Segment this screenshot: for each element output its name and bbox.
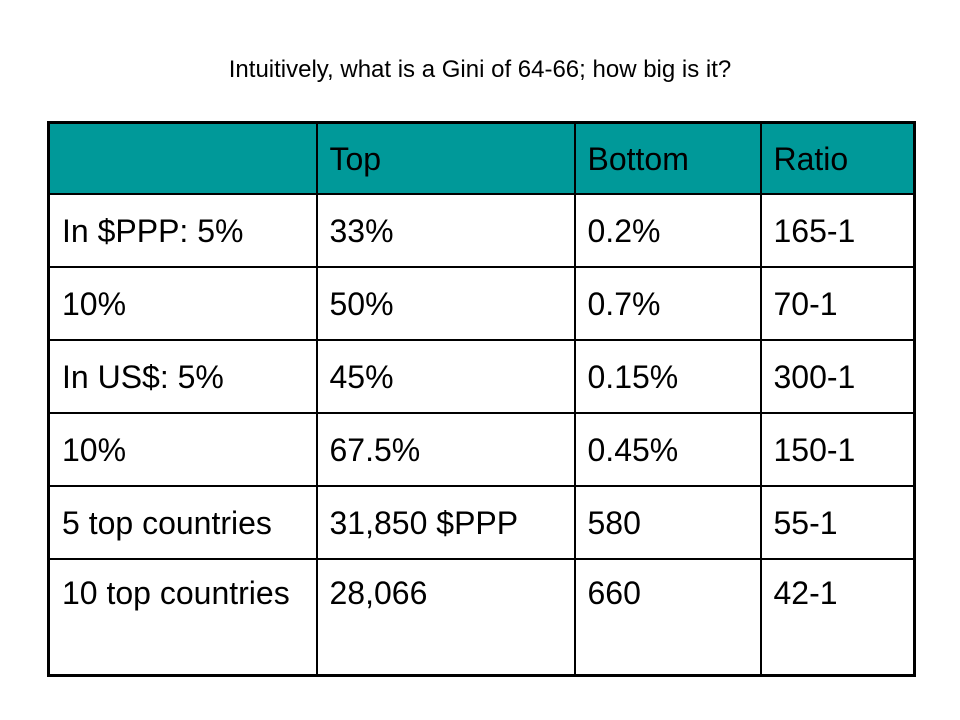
data-table: Top Bottom Ratio In $PPP: 5% 33% 0.2% 16…	[47, 121, 916, 677]
ratio-cell: 70-1	[759, 266, 916, 341]
ratio-cell: 150-1	[759, 412, 916, 487]
top-cell: 28,066	[315, 558, 576, 677]
top-cell: 50%	[315, 266, 576, 341]
row-label-cell: 5 top countries	[47, 485, 318, 560]
slide-title: Intuitively, what is a Gini of 64-66; ho…	[228, 56, 732, 83]
table-row: 5 top countries 31,850 $PPP 580 55-1	[47, 485, 916, 560]
bottom-cell: 580	[573, 485, 762, 560]
bottom-cell: 0.7%	[573, 266, 762, 341]
ratio-cell: 300-1	[759, 339, 916, 414]
table-row: In $PPP: 5% 33% 0.2% 165-1	[47, 193, 916, 268]
row-label-cell: 10 top countries	[47, 558, 318, 677]
ratio-cell: 165-1	[759, 193, 916, 268]
top-cell: 31,850 $PPP	[315, 485, 576, 560]
row-label-cell: In $PPP: 5%	[47, 193, 318, 268]
header-cell-ratio: Ratio	[759, 121, 916, 195]
header-cell-bottom: Bottom	[573, 121, 762, 195]
top-cell: 45%	[315, 339, 576, 414]
ratio-cell: 42-1	[759, 558, 916, 677]
bottom-cell: 0.45%	[573, 412, 762, 487]
table-row: 10% 50% 0.7% 70-1	[47, 266, 916, 341]
row-label-cell: In US$: 5%	[47, 339, 318, 414]
row-label-cell: 10%	[47, 266, 318, 341]
header-cell-top: Top	[315, 121, 576, 195]
top-cell: 33%	[315, 193, 576, 268]
header-cell-blank	[47, 121, 318, 195]
table-row: 10% 67.5% 0.45% 150-1	[47, 412, 916, 487]
bottom-cell: 0.15%	[573, 339, 762, 414]
ratio-cell: 55-1	[759, 485, 916, 560]
table-row: 10 top countries 28,066 660 42-1	[47, 558, 916, 677]
table-row: In US$: 5% 45% 0.15% 300-1	[47, 339, 916, 414]
top-cell: 67.5%	[315, 412, 576, 487]
bottom-cell: 0.2%	[573, 193, 762, 268]
table-header-row: Top Bottom Ratio	[47, 121, 916, 195]
row-label-cell: 10%	[47, 412, 318, 487]
bottom-cell: 660	[573, 558, 762, 677]
